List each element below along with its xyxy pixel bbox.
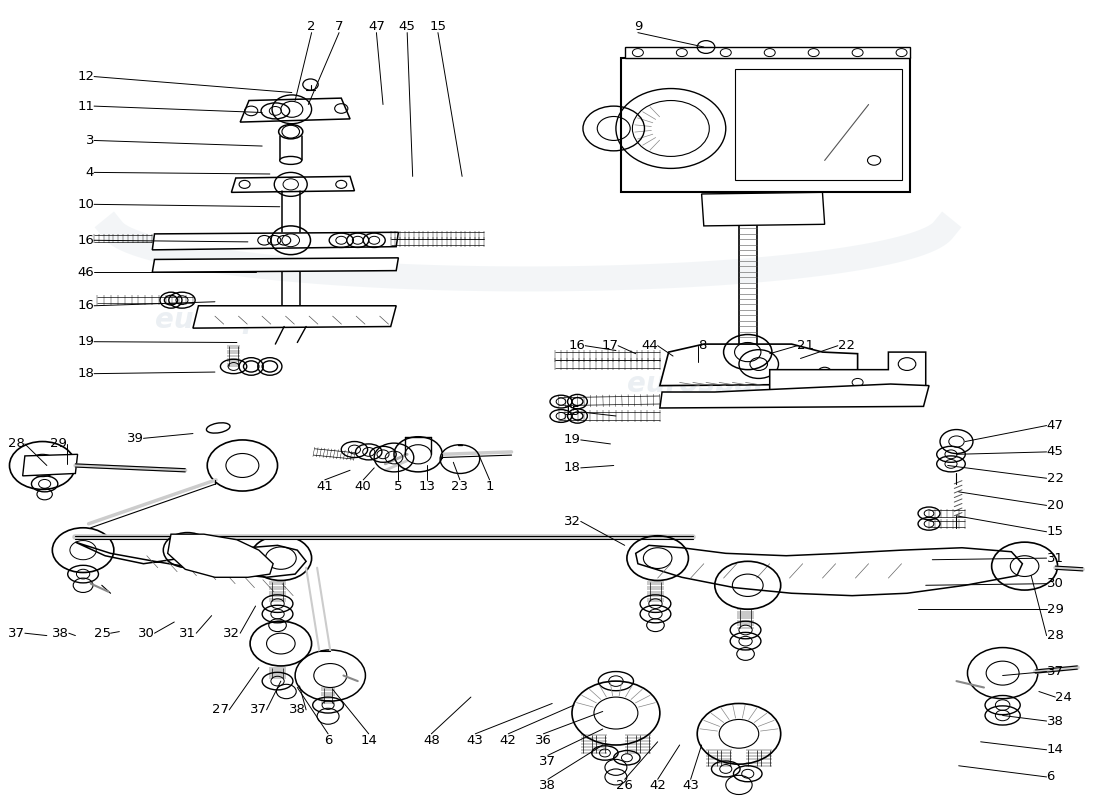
Text: 8: 8 [698,339,706,352]
Polygon shape [192,306,396,328]
Polygon shape [231,176,354,192]
Text: 4: 4 [86,166,95,179]
Text: 38: 38 [52,626,69,640]
Polygon shape [660,384,930,408]
Text: 14: 14 [1046,743,1064,756]
Polygon shape [660,344,858,386]
Text: 28: 28 [1046,629,1064,642]
Text: 15: 15 [564,406,581,418]
Text: 37: 37 [1046,665,1064,678]
Text: 28: 28 [8,438,25,450]
Text: 26: 26 [616,779,634,792]
Text: 38: 38 [1046,714,1064,727]
Text: 37: 37 [8,626,25,640]
Text: 7: 7 [334,20,343,33]
Polygon shape [735,69,902,180]
Text: 19: 19 [564,434,581,446]
Text: 22: 22 [1046,472,1064,485]
Text: 15: 15 [1046,526,1064,538]
Text: 47: 47 [1046,419,1064,432]
Text: 31: 31 [1046,552,1064,565]
Polygon shape [770,352,926,392]
Text: 18: 18 [77,367,95,380]
Text: 41: 41 [317,480,333,493]
Text: 16: 16 [77,234,95,246]
Text: 27: 27 [212,703,229,716]
Polygon shape [702,192,825,226]
Text: 42: 42 [499,734,517,747]
Text: 5: 5 [394,480,403,493]
Text: 24: 24 [1055,690,1072,703]
Polygon shape [625,47,911,58]
Text: 15: 15 [429,20,447,33]
Text: 43: 43 [682,779,700,792]
Polygon shape [240,98,350,122]
Text: 30: 30 [1046,577,1064,590]
Text: 30: 30 [138,626,154,640]
Text: 45: 45 [398,20,416,33]
Text: 44: 44 [641,339,658,352]
Text: 6: 6 [323,734,332,747]
Text: 38: 38 [539,779,557,792]
Text: 45: 45 [1046,446,1064,458]
Text: 38: 38 [289,703,306,716]
Text: 16: 16 [77,299,95,312]
Text: 12: 12 [77,70,95,83]
Polygon shape [23,454,78,476]
Text: 14: 14 [361,734,377,747]
Text: eurospares: eurospares [155,306,330,334]
Polygon shape [152,232,398,250]
Text: 32: 32 [223,626,240,640]
Text: 21: 21 [798,339,814,352]
Text: 11: 11 [77,100,95,113]
Text: 19: 19 [77,335,95,348]
Polygon shape [636,546,1022,596]
Text: 29: 29 [1046,602,1064,616]
Polygon shape [621,58,911,192]
Text: 13: 13 [418,480,436,493]
Text: 32: 32 [564,515,581,528]
Text: 43: 43 [466,734,484,747]
Text: 42: 42 [649,779,667,792]
Text: 22: 22 [838,339,855,352]
Ellipse shape [279,157,301,165]
Text: 46: 46 [77,266,95,278]
Polygon shape [152,258,398,272]
Text: 9: 9 [634,20,642,33]
Text: 3: 3 [86,134,95,147]
Text: 39: 39 [126,432,143,445]
Text: 2: 2 [307,20,316,33]
Text: eurospares: eurospares [627,370,803,398]
Text: 31: 31 [179,626,196,640]
Text: 20: 20 [1046,499,1064,512]
Text: 47: 47 [368,20,385,33]
Text: 17: 17 [601,339,618,352]
Text: 40: 40 [355,480,372,493]
Text: 18: 18 [564,462,581,474]
Text: 6: 6 [1046,770,1055,783]
Text: 10: 10 [77,198,95,211]
Ellipse shape [278,125,303,139]
Text: 1: 1 [485,480,494,493]
Text: 48: 48 [424,734,440,747]
Ellipse shape [207,422,230,433]
Text: 36: 36 [535,734,552,747]
Text: 37: 37 [539,755,557,768]
Text: 16: 16 [569,339,585,352]
Text: 23: 23 [451,480,469,493]
Polygon shape [76,542,306,578]
Text: 25: 25 [94,626,111,640]
Text: 29: 29 [50,438,67,450]
Text: 37: 37 [250,703,266,716]
Polygon shape [167,534,273,578]
